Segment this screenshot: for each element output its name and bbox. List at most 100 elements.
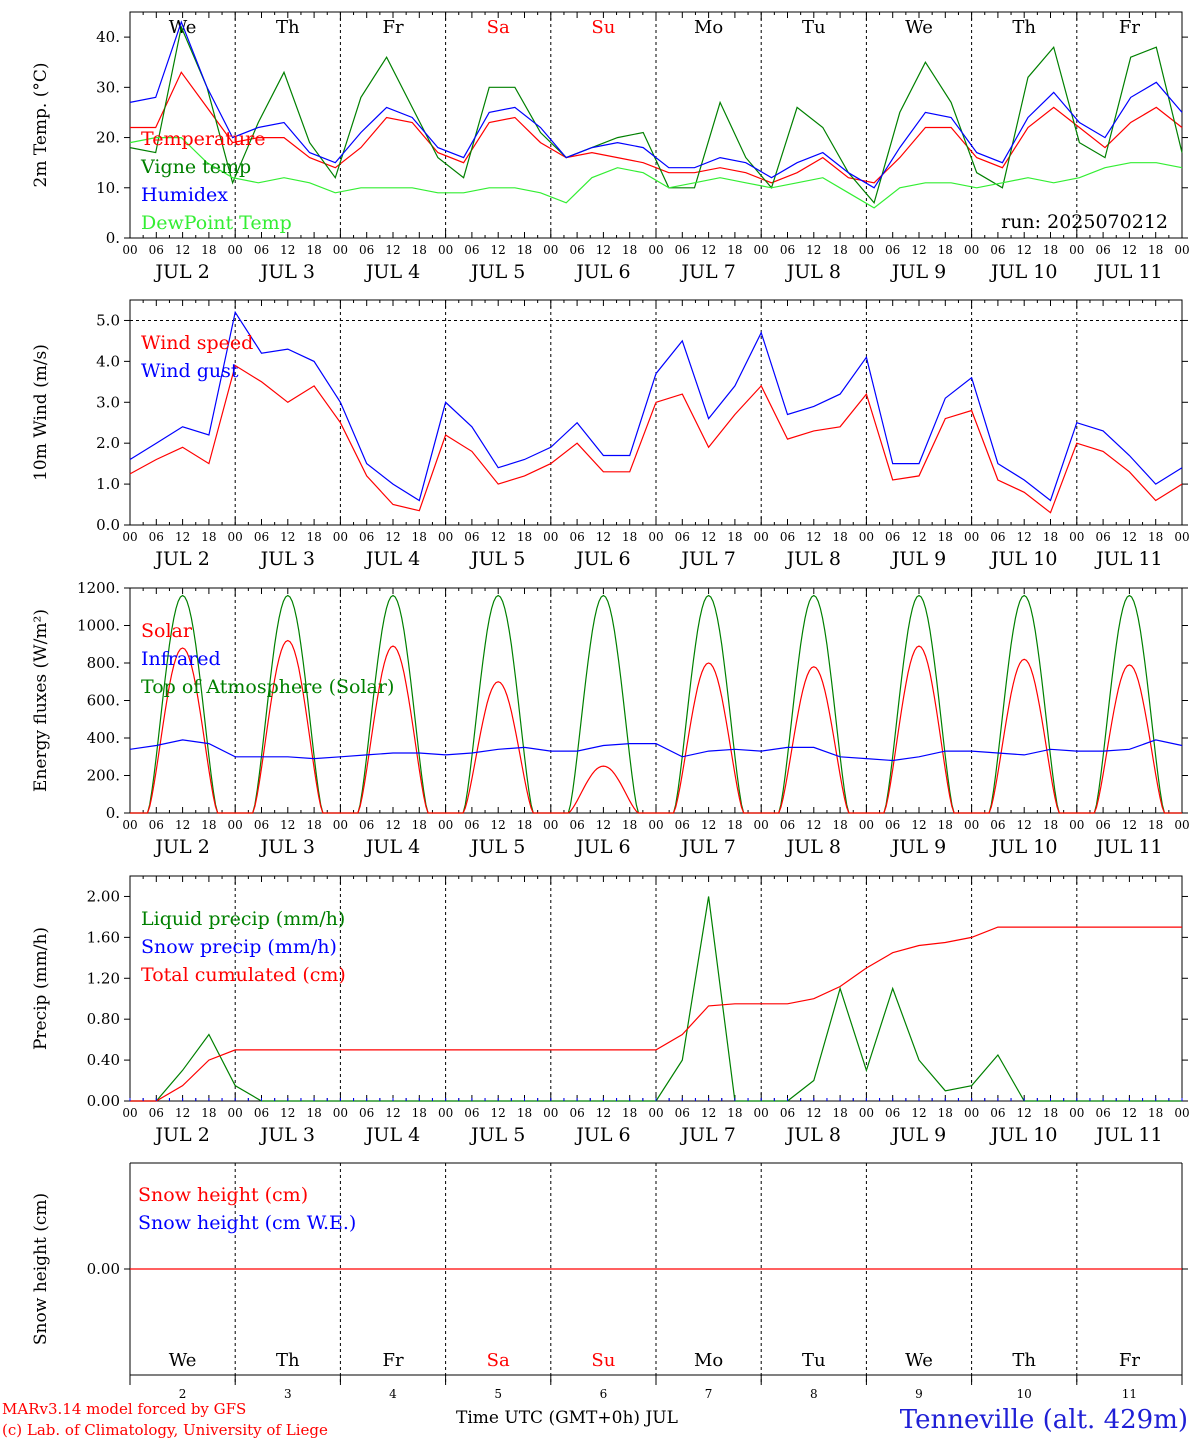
wind-hour-label: 06 (675, 530, 690, 544)
precip-date-label: JUL 6 (574, 1124, 630, 1146)
precip-hour-label: 12 (596, 1106, 611, 1120)
temp-hour-label: 12 (701, 243, 716, 257)
wind-date-label: JUL 10 (989, 548, 1057, 570)
wind-hour-label: 00 (964, 530, 979, 544)
temp-date-label: JUL 11 (1094, 261, 1162, 283)
flux-frame (129, 587, 1183, 814)
flux-hour-label: 12 (385, 818, 400, 832)
wind-hour-label: 06 (780, 530, 795, 544)
flux-date-label: JUL 10 (989, 836, 1057, 858)
wind-hour-label: 12 (175, 530, 190, 544)
wind-hour-label: 18 (938, 530, 953, 544)
wind-hour-label: 06 (464, 530, 479, 544)
precip-date-label: JUL 2 (153, 1124, 209, 1146)
wind-hour-label: 12 (491, 530, 506, 544)
precip-hour-label: 06 (1095, 1106, 1110, 1120)
precip-hour-label: 18 (201, 1106, 216, 1120)
precip-hour-label: 00 (1069, 1106, 1084, 1120)
snow-day-name: Fr (1119, 1350, 1140, 1371)
snow-day-name: Tu (802, 1350, 826, 1371)
precip-date-label: JUL 5 (469, 1124, 525, 1146)
wind-hour-label: 00 (859, 530, 874, 544)
temp-legend-4: DewPoint Temp (141, 212, 292, 234)
temp-hour-label: 18 (201, 243, 216, 257)
wind-hour-label: 00 (1174, 530, 1189, 544)
precip-hour-label: 00 (648, 1106, 663, 1120)
temp-hour-label: 18 (938, 243, 953, 257)
flux-hour-label: 00 (964, 818, 979, 832)
wind-hour-label: 06 (885, 530, 900, 544)
wind-hour-label: 18 (832, 530, 847, 544)
flux-hour-label: 18 (622, 818, 637, 832)
flux-ytick-label: 1200. (77, 579, 120, 597)
flux-hour-label: 18 (727, 818, 742, 832)
wind-series-red (129, 364, 1183, 514)
flux-hour-label: 12 (1122, 818, 1137, 832)
wind-hour-label: 18 (1043, 530, 1058, 544)
wind-hour-label: 00 (228, 530, 243, 544)
temp-hour-label: 00 (859, 243, 874, 257)
precip-hour-label: 12 (701, 1106, 716, 1120)
precip-hour-label: 00 (438, 1106, 453, 1120)
snow-day-number: 3 (284, 1387, 292, 1401)
temp-hour-label: 12 (911, 243, 926, 257)
wind-hour-label: 18 (1148, 530, 1163, 544)
temp-hour-label: 06 (1095, 243, 1110, 257)
wind-series-blue (129, 310, 1183, 502)
temp-ytick-label: 30. (96, 78, 120, 96)
wind-ytick-label: 4.0 (96, 352, 120, 370)
wind-hour-label: 06 (359, 530, 374, 544)
temp-day-name: Th (276, 17, 300, 38)
temp-day-name: Tu (802, 17, 826, 38)
wind-ytick-label: 5.0 (96, 311, 120, 329)
wind-date-label: JUL 3 (259, 548, 315, 570)
flux-legend-2: Infrared (141, 648, 221, 670)
run-label: run: 2025070212 (1001, 211, 1168, 233)
temp-hour-label: 18 (832, 243, 847, 257)
precip-ytick-label: 0.00 (87, 1092, 120, 1110)
wind-date-label: JUL 7 (679, 548, 735, 570)
precip-hour-label: 00 (543, 1106, 558, 1120)
flux-hour-label: 06 (885, 818, 900, 832)
precip-hour-label: 00 (964, 1106, 979, 1120)
wind-date-label: JUL 11 (1094, 548, 1162, 570)
snow-day-number: 9 (915, 1387, 923, 1401)
temp-hour-label: 12 (385, 243, 400, 257)
precip-hour-label: 06 (569, 1106, 584, 1120)
temp-hour-label: 06 (885, 243, 900, 257)
temp-day-name: Sa (487, 17, 510, 38)
temp-hour-label: 12 (806, 243, 821, 257)
flux-hour-label: 18 (306, 818, 321, 832)
precip-ytick-label: 2.00 (87, 887, 120, 905)
precip-series-cumulated (130, 926, 1182, 1102)
temp-series-blue (129, 20, 1183, 189)
temp-date-label: JUL 9 (890, 261, 946, 283)
flux-date-label: JUL 6 (574, 836, 630, 858)
precip-hour-label: 18 (832, 1106, 847, 1120)
wind-ytick-label: 0.0 (96, 516, 120, 534)
precip-hour-label: 06 (885, 1106, 900, 1120)
flux-series-solar (130, 639, 1182, 814)
temp-hour-label: 06 (780, 243, 795, 257)
snow-day-number: 7 (705, 1387, 713, 1401)
flux-hour-label: 18 (201, 818, 216, 832)
flux-hour-label: 00 (754, 818, 769, 832)
temp-day-name: Mo (694, 17, 723, 38)
snow-day-name: Th (276, 1350, 300, 1371)
flux-ytick-label: 600. (87, 692, 120, 710)
wind-hour-label: 18 (727, 530, 742, 544)
temp-day-name: Su (591, 17, 615, 38)
precip-hour-label: 06 (990, 1106, 1005, 1120)
flux-hour-label: 00 (1174, 818, 1189, 832)
snow-day-name: Fr (382, 1350, 403, 1371)
precip-hour-label: 06 (780, 1106, 795, 1120)
temp-hour-label: 00 (964, 243, 979, 257)
flux-hour-label: 00 (543, 818, 558, 832)
wind-date-label: JUL 6 (574, 548, 630, 570)
wind-hour-label: 18 (201, 530, 216, 544)
temp-day-name: We (905, 17, 933, 38)
precip-hour-label: 00 (859, 1106, 874, 1120)
temp-hour-label: 00 (122, 243, 137, 257)
snow-ytick-label: 0.00 (87, 1260, 120, 1278)
flux-hour-label: 06 (464, 818, 479, 832)
